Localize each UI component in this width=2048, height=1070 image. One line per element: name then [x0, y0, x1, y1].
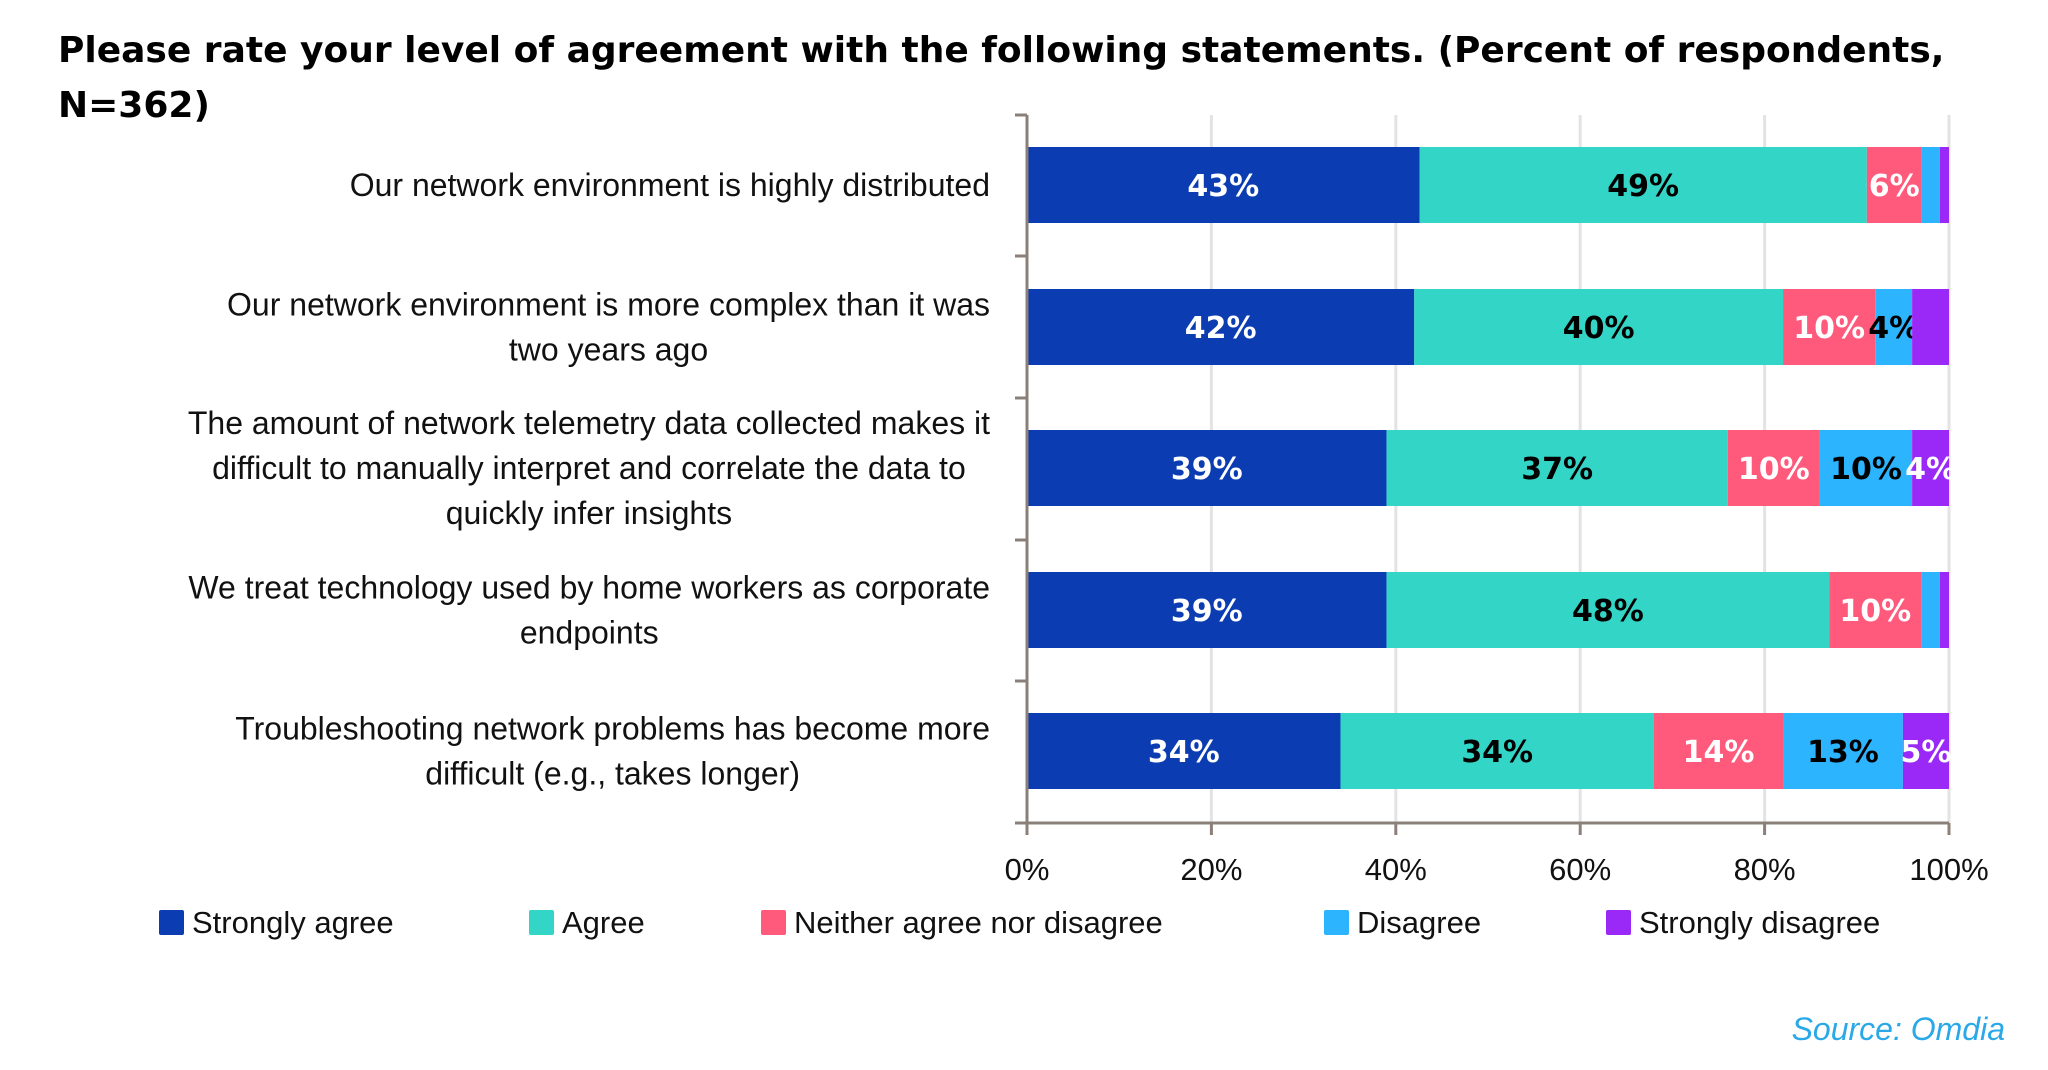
bar-segment [1819, 430, 1913, 506]
bar-segment [1027, 289, 1415, 365]
bar-segment [1902, 713, 1949, 789]
bar-segment [1027, 713, 1341, 789]
legend-label: Disagree [1357, 905, 1481, 940]
data-label: 10% [1793, 311, 1865, 346]
legend-label: Neither agree nor disagree [794, 905, 1163, 940]
bar-segment [1939, 147, 1949, 223]
data-label: 4% [1868, 311, 1919, 346]
legend-label: Strongly disagree [1639, 905, 1880, 940]
category-label: endpoints [520, 615, 659, 651]
legend: Strongly agree Agree Neither agree nor dis… [159, 905, 1880, 940]
x-tick-label: 20% [1180, 852, 1242, 887]
bar-segment [1027, 147, 1420, 223]
data-label: 14% [1683, 735, 1755, 770]
x-tick-label: 40% [1365, 852, 1427, 887]
data-label: 10% [1839, 594, 1911, 629]
bar-segment [1829, 572, 1922, 648]
source-note: Source: Omdia [1792, 1011, 2005, 1047]
bar-segment [1912, 430, 1949, 506]
category-label: quickly infer insights [446, 495, 732, 531]
category-label: two years ago [509, 332, 708, 368]
legend-swatch [159, 910, 184, 935]
x-tick-label: 60% [1549, 852, 1611, 887]
data-label: 34% [1461, 735, 1533, 770]
data-label: 4% [1905, 452, 1956, 487]
data-label: 40% [1563, 311, 1635, 346]
bar-segment [1866, 147, 1922, 223]
x-tick-label: 100% [1909, 852, 1988, 887]
legend-label: Agree [562, 905, 645, 940]
category-label: We treat technology used by home workers… [188, 570, 990, 606]
bar-segment [1921, 147, 1940, 223]
bar-segment [1727, 430, 1820, 506]
bar-segment [1027, 572, 1387, 648]
data-label: 39% [1171, 452, 1243, 487]
title-line: Please rate your level of agreement with… [58, 30, 1944, 71]
legend-swatch [1324, 910, 1349, 935]
title-line: N=362) [58, 85, 210, 126]
data-label: 6% [1869, 169, 1920, 204]
bar-segment [1875, 289, 1913, 365]
x-tick-label: 80% [1734, 852, 1796, 887]
data-label: 48% [1572, 594, 1644, 629]
bar-segment [1386, 572, 1830, 648]
data-label: 39% [1171, 594, 1243, 629]
bar-segment [1653, 713, 1784, 789]
legend-swatch [529, 910, 554, 935]
data-label: 43% [1187, 169, 1259, 204]
data-label: 10% [1738, 452, 1810, 487]
chart-title: Please rate your level of agreement with… [58, 30, 1944, 126]
bar-segment [1027, 430, 1387, 506]
legend-label: Strongly agree [192, 905, 394, 940]
data-label: 10% [1830, 452, 1902, 487]
bar-segment [1912, 289, 1949, 365]
data-label: 34% [1148, 735, 1220, 770]
category-label: Troubleshooting network problems has bec… [235, 711, 990, 747]
bars: 43% 49% 6%42% 40% 10% 4%39% 37% 10% 10% 4%39% 48% 1… [1027, 147, 1956, 789]
data-label: 42% [1185, 311, 1257, 346]
bar-segment [1419, 147, 1867, 223]
bar-segment [1939, 572, 1949, 648]
category-labels: Our network environment is highly distri… [188, 167, 990, 792]
category-label: Our network environment is more complex … [227, 287, 990, 323]
bar-segment [1414, 289, 1784, 365]
data-label: 13% [1807, 735, 1879, 770]
x-tick-label: 0% [1005, 852, 1050, 887]
bar-segment [1921, 572, 1940, 648]
x-axis: 0% 20% 40% 60% 80% 100% [1005, 113, 1989, 887]
category-label: difficult to manually interpret and corr… [212, 450, 966, 486]
data-label: 49% [1607, 169, 1679, 204]
bar-segment [1783, 713, 1903, 789]
legend-swatch [761, 910, 786, 935]
category-label: difficult (e.g., takes longer) [425, 756, 800, 792]
data-label: 5% [1900, 735, 1951, 770]
bar-segment [1783, 289, 1876, 365]
legend-swatch [1606, 910, 1631, 935]
data-label: 37% [1521, 452, 1593, 487]
category-label: The amount of network telemetry data col… [188, 405, 990, 441]
bar-segment [1386, 430, 1728, 506]
bar-segment [1340, 713, 1654, 789]
category-label: Our network environment is highly distri… [350, 167, 990, 203]
